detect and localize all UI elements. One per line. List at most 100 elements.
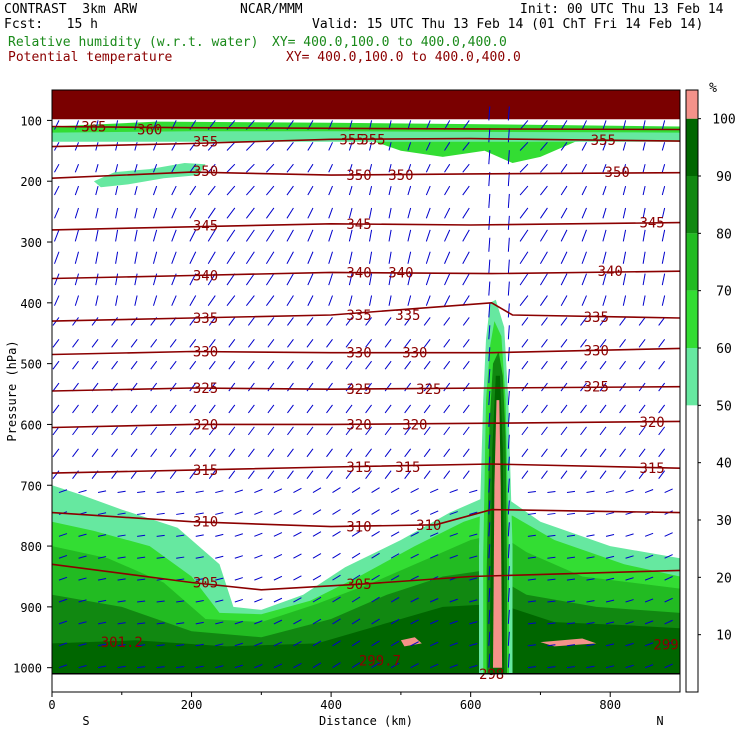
wind-vector <box>293 597 302 603</box>
wind-vector <box>312 618 322 625</box>
wind-vector <box>664 488 673 494</box>
wind-vector <box>449 511 458 515</box>
wind-vector <box>423 426 431 436</box>
wind-vector <box>176 666 185 669</box>
wind-vector <box>602 164 607 173</box>
wind-vector <box>254 576 263 581</box>
theta-label: 335 <box>395 308 420 324</box>
wind-vector <box>78 599 87 603</box>
fcst-label: Fcst: 15 h <box>4 17 98 32</box>
wind-vector <box>228 317 236 326</box>
wind-vector <box>507 237 510 252</box>
wind-vector <box>189 229 197 242</box>
wind-vector <box>273 619 283 625</box>
wind-vector <box>521 339 529 348</box>
wind-vector <box>332 662 341 669</box>
wind-vector <box>176 534 185 537</box>
wind-vector <box>586 665 595 669</box>
wind-vector <box>581 251 587 264</box>
wind-vector <box>462 251 470 264</box>
wind-vector <box>444 251 451 264</box>
wind-vector <box>407 185 412 196</box>
wind-vector <box>58 620 68 625</box>
wind-vector <box>348 142 353 151</box>
wind-vector <box>247 382 255 392</box>
wind-vector <box>195 643 204 647</box>
wind-vector <box>539 229 548 242</box>
wind-vector <box>226 251 236 265</box>
wind-vector <box>306 317 314 326</box>
wind-vector <box>115 229 119 242</box>
wind-vector <box>622 273 627 286</box>
wind-vector <box>312 662 322 669</box>
wind-vector <box>488 347 491 362</box>
wind-vector <box>390 640 400 647</box>
wind-vector <box>287 317 294 326</box>
wind-vector <box>169 382 177 392</box>
wind-vector <box>52 360 60 370</box>
wind-vector <box>54 163 60 173</box>
wind-vector <box>326 470 333 479</box>
wind-vector <box>566 666 576 669</box>
wind-vector <box>117 534 126 537</box>
wind-vector <box>208 404 216 414</box>
wind-vector <box>507 128 510 143</box>
theta-label: 325 <box>346 382 371 398</box>
wind-vector <box>332 530 341 537</box>
wind-vector <box>425 229 431 242</box>
wind-vector <box>547 600 556 603</box>
wind-vector <box>388 295 392 306</box>
wind-vector <box>488 478 491 493</box>
wind-vector <box>580 426 587 436</box>
wind-vector <box>390 618 400 625</box>
wind-vector <box>507 347 510 362</box>
wind-vector <box>560 185 568 196</box>
wind-vector <box>429 554 439 559</box>
wind-vector <box>541 360 548 370</box>
wind-vector <box>547 622 556 625</box>
x-tick-label: 800 <box>599 698 621 712</box>
wind-vector <box>195 621 204 625</box>
x-tick-label: 400 <box>320 698 342 712</box>
wind-vector <box>388 207 392 219</box>
wind-vector <box>384 404 392 414</box>
wind-vector <box>130 448 138 458</box>
wind-vector <box>586 556 595 559</box>
wind-vector <box>312 640 322 647</box>
wind-vector <box>293 553 302 559</box>
wind-vector <box>369 251 373 264</box>
wind-vector <box>345 426 353 436</box>
wind-vector <box>469 533 478 537</box>
wind-vector <box>152 295 158 306</box>
wind-vector <box>351 552 361 559</box>
field1-xy: XY= 400.0,100.0 to 400.0,400.0 <box>272 35 507 50</box>
wind-vector <box>404 382 412 392</box>
wind-vector <box>54 251 60 264</box>
wind-vector <box>527 512 536 515</box>
theta-label: 325 <box>416 382 441 398</box>
wind-vector <box>560 295 568 306</box>
wind-vector <box>152 251 158 264</box>
wind-vector <box>78 643 87 647</box>
wind-vector <box>52 382 60 392</box>
wind-vector <box>171 185 177 196</box>
wind-vector <box>169 426 177 436</box>
wind-vector <box>423 339 431 348</box>
wind-vector <box>462 317 470 326</box>
wind-vector <box>507 653 510 668</box>
wind-vector <box>581 120 587 130</box>
wind-vector <box>134 185 138 196</box>
wind-vector <box>540 295 548 307</box>
wind-vector <box>625 555 634 559</box>
wind-vector <box>599 360 607 370</box>
wind-vector <box>407 207 412 219</box>
wind-vector <box>462 207 470 219</box>
wind-vector <box>134 295 138 306</box>
wind-vector <box>115 295 119 306</box>
wind-vector <box>507 544 510 559</box>
wind-vector <box>664 663 673 669</box>
wind-vector <box>72 404 79 414</box>
wind-vector <box>156 491 165 494</box>
wind-vector <box>644 642 654 647</box>
wind-vector <box>560 470 568 479</box>
